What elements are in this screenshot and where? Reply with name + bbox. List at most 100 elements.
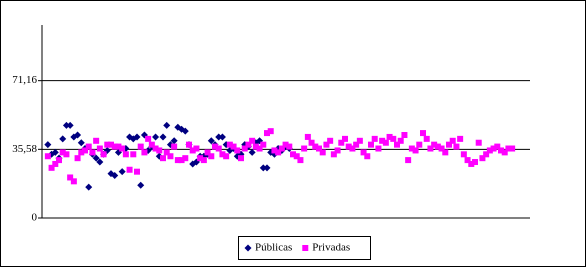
point [364,153,371,160]
point [82,147,88,154]
point [434,143,441,150]
point [48,164,55,171]
point [368,141,374,148]
point [293,153,300,160]
point [44,141,52,149]
point [78,149,85,156]
point [464,157,471,164]
point [156,147,163,154]
point [334,147,341,154]
point [420,130,426,137]
point [472,159,478,166]
point [316,145,322,152]
point [163,149,170,156]
point [453,143,460,150]
point [390,135,397,142]
point [208,153,215,160]
point [397,137,404,144]
point [382,139,389,146]
legend-label: Privadas [312,242,350,254]
point [371,135,378,142]
legend: Públicas Privadas [238,236,371,260]
point [360,149,367,156]
point [379,137,386,144]
point [245,141,252,148]
point [490,145,497,152]
point [186,141,192,148]
point [412,147,419,154]
point [137,181,145,189]
point [271,147,278,154]
point [405,157,412,164]
point [62,121,70,129]
point [181,127,189,135]
point [427,145,434,152]
point [160,155,166,162]
point [212,143,218,150]
point [226,141,233,148]
point [264,130,270,137]
point [230,143,237,150]
point [297,157,304,164]
point [145,135,152,142]
point [111,143,118,150]
point [438,145,445,152]
point [501,149,508,156]
point [96,158,104,166]
point [85,143,92,150]
point [66,121,74,129]
point [148,141,155,148]
point [304,133,311,140]
point [111,172,119,180]
legend-marker [302,245,309,251]
point [197,155,204,162]
point [423,135,430,142]
point [167,153,174,160]
point [223,153,230,160]
point [238,155,244,162]
point [141,149,148,156]
point [170,137,178,145]
point [345,143,352,150]
point [483,151,490,158]
point [74,155,81,162]
point [215,145,222,152]
point [282,141,289,148]
point [286,143,293,150]
point [301,145,308,152]
point [119,145,126,152]
point [479,155,486,162]
point [70,178,77,185]
point [249,137,256,144]
point [171,143,178,150]
point [431,141,438,148]
point [449,137,456,144]
y-tick-label: 0 [32,212,38,224]
point [330,151,337,158]
point [118,168,126,176]
point [67,174,74,181]
point [323,141,330,148]
point [278,145,285,152]
legend-marker [244,244,252,252]
point [200,157,207,164]
point [152,133,160,141]
point [56,157,62,164]
point [174,157,181,164]
point [290,151,296,158]
point [115,143,122,150]
point [308,139,315,146]
point [126,166,133,173]
point [207,137,215,145]
point [486,147,493,154]
point [108,141,114,148]
point [130,151,137,158]
point [267,128,274,135]
point [63,151,70,158]
point [219,151,226,158]
point [386,133,393,140]
point [89,149,96,156]
legend-label: Públicas [255,242,292,254]
point [327,137,334,144]
